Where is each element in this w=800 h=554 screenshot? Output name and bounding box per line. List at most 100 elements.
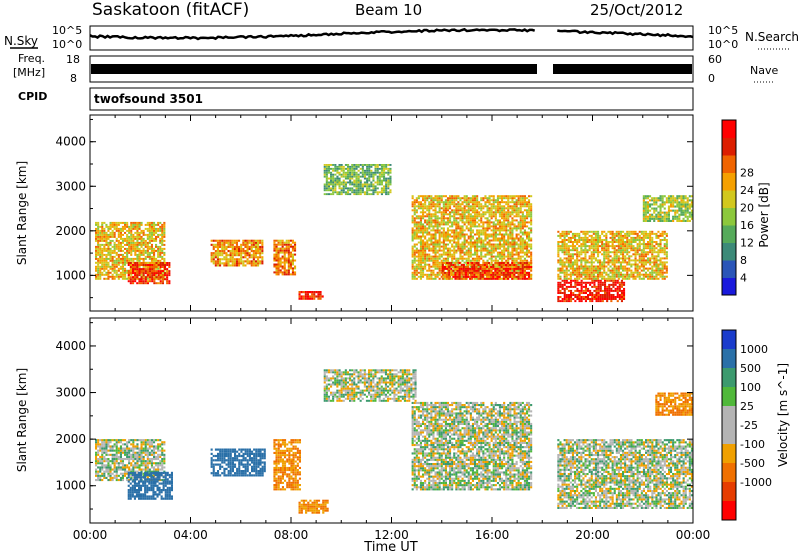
power-cell bbox=[582, 232, 585, 235]
power-cell bbox=[484, 255, 487, 258]
power-cell bbox=[257, 239, 260, 242]
power-cell bbox=[411, 237, 414, 240]
power-cell bbox=[411, 251, 414, 254]
power-cell bbox=[281, 249, 284, 252]
power-cell bbox=[389, 164, 392, 166]
power-cell bbox=[576, 243, 579, 246]
power-cell bbox=[95, 231, 98, 234]
power-cell bbox=[378, 164, 381, 166]
power-cell bbox=[594, 245, 597, 248]
power-cell bbox=[273, 239, 276, 242]
power-cell bbox=[632, 263, 635, 266]
power-cell bbox=[142, 259, 145, 262]
power-cell bbox=[469, 233, 472, 236]
power-cell bbox=[105, 241, 108, 244]
power-cell bbox=[136, 241, 139, 244]
power-cell bbox=[221, 241, 224, 244]
power-cell bbox=[498, 277, 501, 280]
power-cell bbox=[136, 247, 139, 250]
power-cell bbox=[515, 225, 518, 228]
power-cell bbox=[159, 253, 162, 256]
power-cell bbox=[490, 266, 493, 268]
power-cell bbox=[653, 259, 656, 262]
power-cell bbox=[159, 221, 162, 224]
power-cell bbox=[476, 195, 479, 198]
power-cell bbox=[578, 253, 581, 256]
power-cell bbox=[385, 189, 388, 192]
power-cell bbox=[574, 239, 577, 241]
power-cell bbox=[461, 243, 464, 246]
power-cell bbox=[130, 253, 133, 256]
power-cell bbox=[415, 249, 418, 252]
power-cell bbox=[149, 270, 152, 273]
power-cell bbox=[117, 221, 120, 224]
power-cell bbox=[644, 273, 647, 276]
power-cell bbox=[446, 271, 449, 274]
power-cell bbox=[613, 239, 616, 241]
power-cell bbox=[355, 181, 358, 184]
power-cell bbox=[155, 270, 158, 273]
power-cell bbox=[357, 173, 360, 176]
power-cell bbox=[134, 251, 137, 254]
power-cell bbox=[482, 213, 485, 216]
power-cell bbox=[456, 266, 459, 268]
power-cell bbox=[455, 209, 458, 212]
power-cell bbox=[250, 254, 253, 257]
power-cell bbox=[126, 261, 129, 264]
power-cell bbox=[225, 264, 228, 267]
power-cell bbox=[519, 243, 522, 246]
power-cell bbox=[481, 269, 484, 272]
power-cell bbox=[366, 164, 369, 166]
power-cell bbox=[451, 277, 454, 280]
power-cell bbox=[259, 256, 262, 259]
power-cell bbox=[223, 248, 226, 251]
power-cell bbox=[511, 229, 514, 232]
power-cell bbox=[513, 205, 516, 208]
power-cell bbox=[283, 267, 286, 270]
power-cell bbox=[419, 237, 422, 240]
power-cell bbox=[136, 264, 139, 266]
power-cell bbox=[453, 247, 456, 250]
power-cell bbox=[161, 249, 164, 252]
power-cell bbox=[467, 241, 470, 244]
power-cell bbox=[649, 247, 652, 250]
power-cell bbox=[507, 203, 510, 206]
power-cell bbox=[413, 243, 416, 246]
power-cell bbox=[370, 165, 373, 168]
power-cell bbox=[227, 258, 230, 261]
power-cell bbox=[325, 167, 328, 170]
power-cell bbox=[504, 273, 507, 276]
power-cell bbox=[146, 268, 149, 271]
power-cell bbox=[584, 265, 587, 268]
power-cell bbox=[521, 231, 524, 234]
power-cell bbox=[494, 267, 497, 270]
power-cell bbox=[642, 241, 645, 243]
power-cell bbox=[559, 245, 562, 248]
power-cell bbox=[140, 241, 143, 244]
power-cell bbox=[457, 209, 460, 212]
power-cell bbox=[436, 203, 439, 206]
power-cell bbox=[157, 278, 160, 281]
power-cell bbox=[657, 245, 660, 248]
power-cell bbox=[417, 261, 420, 264]
power-cell bbox=[359, 164, 362, 166]
power-cell bbox=[168, 274, 171, 277]
power-cell bbox=[507, 253, 510, 256]
power-cell bbox=[113, 251, 116, 254]
power-cell bbox=[469, 255, 472, 258]
power-cell bbox=[488, 209, 491, 212]
power-cell bbox=[594, 265, 597, 268]
power-cell bbox=[655, 241, 658, 243]
power-cell bbox=[498, 213, 501, 216]
power-cell bbox=[609, 245, 612, 248]
power-cell bbox=[611, 245, 614, 248]
power-cell bbox=[311, 291, 314, 294]
power-cell bbox=[454, 262, 457, 264]
power-cell bbox=[126, 241, 129, 244]
power-cell bbox=[366, 193, 369, 196]
power-cell bbox=[467, 273, 470, 276]
power-cell bbox=[146, 221, 149, 224]
power-cell bbox=[469, 267, 472, 270]
power-cell bbox=[571, 234, 574, 237]
power-cell bbox=[483, 277, 486, 280]
